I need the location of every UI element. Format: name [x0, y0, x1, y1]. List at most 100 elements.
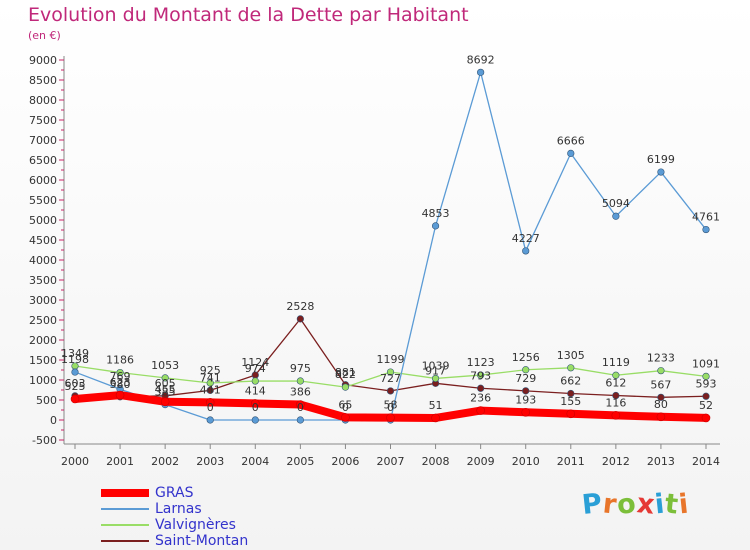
data-point — [115, 390, 125, 400]
data-point — [612, 371, 620, 379]
data-label: 1198 — [61, 353, 89, 366]
data-point — [341, 383, 350, 391]
data-point — [701, 413, 711, 423]
data-point — [160, 397, 170, 407]
x-tick-label: 2007 — [377, 455, 405, 468]
data-label: 80 — [654, 398, 668, 411]
y-tick-label: -500 — [32, 434, 57, 447]
data-point — [296, 377, 304, 385]
data-label: 974 — [245, 362, 266, 375]
data-label: 729 — [515, 372, 536, 385]
data-point — [612, 212, 620, 220]
data-label: 1305 — [557, 349, 585, 362]
data-point — [702, 392, 710, 400]
data-point — [250, 399, 260, 408]
data-label: 0 — [252, 401, 259, 414]
y-tick-label: 5500 — [29, 194, 57, 207]
data-label: 414 — [245, 384, 266, 397]
y-tick-label: 4500 — [29, 234, 57, 247]
data-label: 593 — [696, 377, 717, 390]
legend-item: Saint-Montan — [101, 533, 248, 549]
data-label: 1199 — [377, 353, 405, 366]
y-tick-label: 8500 — [29, 74, 57, 87]
x-tick-label: 2011 — [557, 455, 585, 468]
data-point — [161, 374, 169, 382]
data-point — [566, 409, 576, 419]
data-label: 580 — [110, 378, 131, 391]
data-label: 1123 — [467, 356, 495, 369]
x-tick-label: 2003 — [196, 455, 224, 468]
data-label: 0 — [387, 401, 394, 414]
y-tick-label: 3500 — [29, 274, 57, 287]
x-tick-label: 2001 — [106, 455, 134, 468]
y-tick-label: 8000 — [29, 94, 57, 107]
data-point — [341, 413, 350, 422]
data-label: 603 — [65, 377, 86, 390]
data-point — [296, 315, 304, 323]
y-tick-label: 3000 — [29, 294, 57, 307]
y-tick-label: 4000 — [29, 254, 57, 267]
data-label: 193 — [515, 393, 536, 406]
data-point — [477, 68, 485, 76]
data-label: 1039 — [422, 359, 450, 372]
data-point — [611, 411, 621, 420]
data-label: 4761 — [692, 211, 720, 224]
data-point — [567, 389, 575, 398]
data-label: 0 — [297, 401, 304, 414]
data-label: 822 — [335, 368, 356, 381]
data-point — [522, 366, 530, 374]
x-tick-label: 2008 — [422, 455, 450, 468]
y-tick-label: 6500 — [29, 154, 57, 167]
chart-title: Evolution du Montant de la Dette par Hab… — [28, 4, 469, 26]
legend-swatch — [101, 524, 149, 526]
legend-label: GRAS — [155, 485, 194, 501]
data-label: 441 — [200, 383, 221, 396]
legend: GRAS Larnas Valvignères Saint-Montan — [101, 485, 248, 549]
data-label: 2528 — [286, 300, 314, 313]
data-label: 925 — [200, 364, 221, 377]
data-point — [521, 407, 531, 417]
data-point — [657, 168, 665, 176]
data-label: 1233 — [647, 352, 675, 365]
y-tick-label: 0 — [50, 414, 57, 427]
data-label: 6199 — [647, 153, 675, 166]
data-point — [116, 368, 124, 377]
data-label: 0 — [207, 401, 214, 414]
data-label: 567 — [650, 378, 671, 391]
data-label: 455 — [155, 383, 176, 396]
data-point — [567, 364, 575, 372]
x-tick-label: 2010 — [512, 455, 540, 468]
data-point — [206, 416, 214, 424]
y-tick-label: 9000 — [29, 54, 57, 67]
data-point — [386, 368, 395, 376]
y-tick-label: 500 — [36, 394, 57, 407]
data-label: 4227 — [512, 232, 540, 245]
data-point — [477, 371, 485, 379]
data-point — [206, 379, 214, 387]
data-label: 4853 — [422, 207, 450, 220]
x-tick-label: 2005 — [286, 455, 314, 468]
legend-swatch — [101, 489, 149, 497]
legend-label: Saint-Montan — [155, 533, 249, 549]
data-label: 769 — [110, 370, 131, 383]
data-label: 612 — [605, 377, 626, 390]
chart-subtitle: (en €) — [28, 29, 61, 42]
x-tick-label: 2013 — [647, 455, 675, 468]
legend-item: GRAS — [101, 485, 248, 501]
data-label: 727 — [380, 372, 401, 385]
data-point — [206, 386, 214, 394]
data-label: 51 — [429, 399, 443, 412]
data-point — [477, 384, 485, 392]
data-label: 1091 — [692, 357, 720, 370]
data-label: 1124 — [241, 356, 269, 369]
data-label: 793 — [470, 369, 491, 382]
data-point — [702, 225, 710, 234]
legend-label: Valvignères — [155, 517, 236, 533]
data-label: 385 — [155, 386, 176, 399]
data-label: 58 — [384, 399, 398, 412]
data-point — [71, 368, 79, 376]
legend-swatch — [101, 508, 149, 510]
data-point — [431, 222, 440, 230]
data-point — [251, 377, 259, 385]
